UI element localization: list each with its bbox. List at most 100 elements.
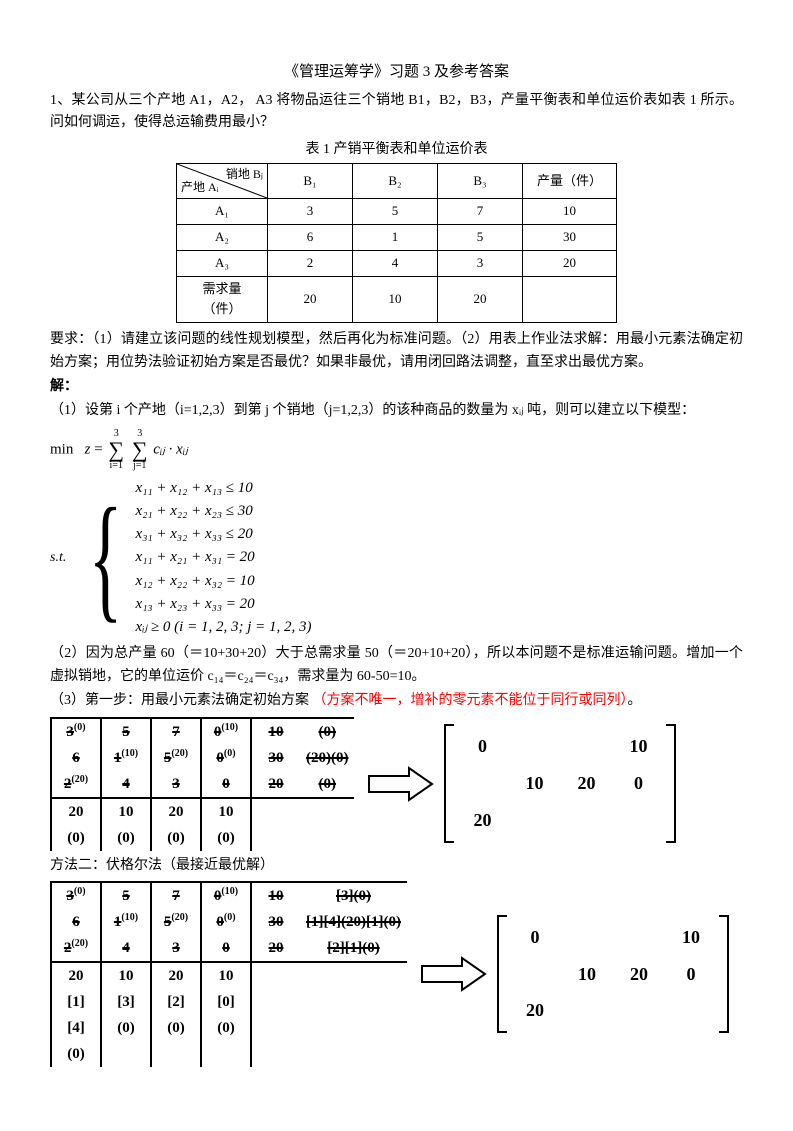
matrix-cell: 20 (613, 956, 665, 993)
data-table: 销地 Bⱼ 产地 Aᵢ B₁ B₂ B₃ 产量（件） A₁ 3 5 7 10 A… (176, 163, 617, 323)
col-header: B₃ (437, 164, 522, 199)
tableau-cell: [3](0) (300, 882, 407, 909)
constraint-line: x₁₁ + x₁₂ + x₁₃ ≤ 10 (136, 477, 312, 500)
cell: 20 (437, 276, 522, 323)
tableau-cell: 20 (151, 798, 201, 825)
tableau-cell: (0) (101, 1015, 151, 1041)
tableau-cell: 3 (151, 771, 201, 798)
method2-label: 方法二：伏格尔法（最接近最优解） (50, 855, 743, 877)
method2-row: 3(0)570(10)10[3](0)61(10)5(20)0(0)30[1][… (50, 881, 743, 1067)
sum-bot: j=1 (132, 461, 148, 471)
matrix-cell (508, 802, 560, 839)
sum-bot: i=1 (108, 461, 124, 471)
question-intro: 1、某公司从三个产地 A1，A2， A3 将物品运往三个销地 B1，B2，B3，… (50, 90, 743, 135)
tableau-cell: [2] (151, 989, 201, 1015)
doc-title: 《管理运筹学》习题 3 及参考答案 (50, 60, 743, 84)
cell: 1 (352, 224, 437, 250)
tableau-cell: 0(10) (201, 718, 251, 745)
tableau-cell: 0(10) (201, 882, 251, 909)
matrix-cell: 20 (509, 992, 561, 1029)
tableau-cell: 6 (51, 909, 101, 935)
matrix-cell (509, 956, 561, 993)
sum-i: 3 ∑ i=1 (108, 429, 124, 471)
tableau-cell: 0(0) (201, 909, 251, 935)
row-label: A₂ (176, 224, 267, 250)
tableau-cell: 1(10) (101, 909, 151, 935)
min-label: min (50, 441, 73, 457)
tableau-cell: [1][4](20)[1](0) (300, 909, 407, 935)
tableau-cell: 30 (251, 745, 300, 771)
tableau-cell: (0) (101, 825, 151, 851)
table-row: A₃ 2 4 3 20 (176, 250, 616, 276)
part3-text: （3）第一步：用最小元素法确定初始方案 （方案不唯一，增补的零元素不能位于同行或… (50, 690, 743, 712)
cell: 5 (437, 224, 522, 250)
row-label: A₁ (176, 199, 267, 225)
tableau-cell: (0) (51, 825, 101, 851)
tableau-cell: 5 (101, 718, 151, 745)
cell: 10 (522, 199, 616, 225)
tableau-cell: 5(20) (151, 909, 201, 935)
tableau-cell: 0 (201, 771, 251, 798)
cell: 5 (352, 199, 437, 225)
matrix-cell (508, 728, 560, 765)
part3-main: （3）第一步：用最小元素法确定初始方案 (50, 693, 309, 708)
matrix-cell: 0 (665, 956, 717, 993)
tableau-cell: 20 (251, 935, 300, 962)
matrix-cell (560, 802, 612, 839)
cell: 10 (352, 276, 437, 323)
constraint-line: x₁₂ + x₂₂ + x₃₂ = 10 (136, 570, 312, 593)
tableau-cell: (0) (151, 825, 201, 851)
tableau-cell: (0) (201, 1015, 251, 1041)
tableau-cell: 6 (51, 745, 101, 771)
tableau-cell (101, 1041, 151, 1067)
constraint-line: x₁₁ + x₂₁ + x₃₁ = 20 (136, 546, 312, 569)
tableau-cell: (0) (51, 1041, 101, 1067)
constraints-block: s.t. { x₁₁ + x₁₂ + x₁₃ ≤ 10 x₂₁ + x₂₂ + … (50, 477, 743, 640)
tableau-cell: 10 (251, 882, 300, 909)
matrix-cell (561, 992, 613, 1029)
tableau-cell: (0) (300, 718, 354, 745)
tableau-cell: 20 (251, 771, 300, 798)
matrix-cell: 10 (612, 728, 664, 765)
cell: 4 (352, 250, 437, 276)
tableau-cell: (0) (201, 825, 251, 851)
tableau-cell: [4] (51, 1015, 101, 1041)
objective-function: min z = 3 ∑ i=1 3 ∑ j=1 cᵢⱼ · xᵢⱼ (50, 429, 743, 471)
constraint-line: x₂₁ + x₂₂ + x₂₃ ≤ 30 (136, 500, 312, 523)
matrix-cell: 10 (561, 956, 613, 993)
constraint-line: x₃₁ + x₃₂ + x₃₃ ≤ 20 (136, 523, 312, 546)
matrix-cell: 0 (456, 728, 508, 765)
diag-header: 销地 Bⱼ 产地 Aᵢ (176, 164, 267, 199)
tableau-cell: [3] (101, 989, 151, 1015)
tableau-cell: 30 (251, 909, 300, 935)
tableau-cell (151, 1041, 201, 1067)
matrix-cell (561, 919, 613, 956)
tableau-cell: 2(20) (51, 935, 101, 962)
constraint-line: xᵢⱼ ≥ 0 (i = 1, 2, 3; j = 1, 2, 3) (136, 616, 312, 639)
tableau-cell: 10 (101, 962, 151, 989)
arrow-icon (417, 954, 487, 994)
matrix-cell (560, 728, 612, 765)
obj-tail: cᵢⱼ · xᵢⱼ (153, 441, 188, 457)
tableau-cell: 3(0) (51, 882, 101, 909)
cell: 3 (267, 199, 352, 225)
brace-icon: { (89, 488, 123, 628)
col-header: 产量（件） (522, 164, 616, 199)
tableau-cell: (0) (300, 771, 354, 798)
matrix-cell: 0 (612, 765, 664, 802)
tableau-cell: 3(0) (51, 718, 101, 745)
tableau-cell: 4 (101, 935, 151, 962)
cell: 6 (267, 224, 352, 250)
matrix-cell (665, 992, 717, 1029)
tableau-cell: 10 (251, 718, 300, 745)
method1-row: 3(0)570(10)10(0)61(10)5(20)0(0)30(20)(0)… (50, 717, 743, 851)
tableau-cell: 10 (101, 798, 151, 825)
part1-text: （1）设第 i 个产地（i=1,2,3）到第 j 个销地（j=1,2,3）的该种… (50, 400, 743, 422)
constraint-lines: x₁₁ + x₁₂ + x₁₃ ≤ 10 x₂₁ + x₂₂ + x₂₃ ≤ 3… (136, 477, 312, 640)
row-label: 需求量（件） (176, 276, 267, 323)
cell: 2 (267, 250, 352, 276)
arrow-icon (364, 764, 434, 804)
tableau-cell: 7 (151, 882, 201, 909)
tableau-cell: 3 (151, 935, 201, 962)
eq-sign: = (94, 441, 102, 457)
